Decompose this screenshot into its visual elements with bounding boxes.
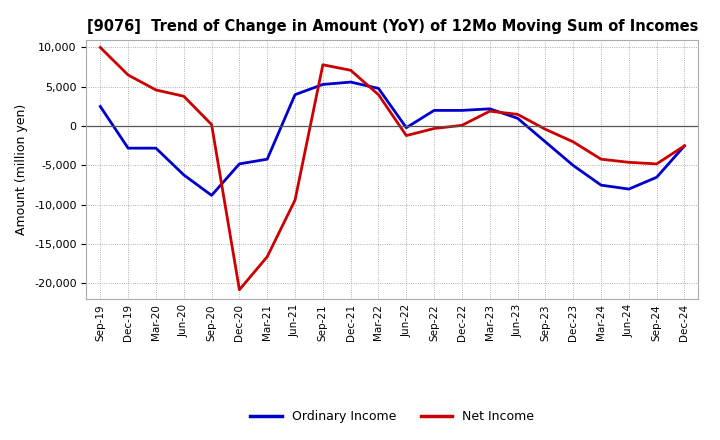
- Ordinary Income: [179, 172, 188, 178]
- Net Income: [291, 198, 300, 203]
- Net Income: [624, 160, 633, 165]
- Net Income: [569, 139, 577, 144]
- Net Income: [541, 127, 550, 132]
- Net Income: [680, 143, 689, 148]
- Net Income: [263, 254, 271, 259]
- Net Income: [152, 87, 161, 92]
- Ordinary Income: [485, 106, 494, 111]
- Net Income: [235, 287, 243, 293]
- Title: [9076]  Trend of Change in Amount (YoY) of 12Mo Moving Sum of Incomes: [9076] Trend of Change in Amount (YoY) o…: [86, 19, 698, 34]
- Net Income: [402, 133, 410, 138]
- Ordinary Income: [652, 175, 661, 180]
- Line: Ordinary Income: Ordinary Income: [100, 82, 685, 195]
- Ordinary Income: [207, 193, 216, 198]
- Ordinary Income: [235, 161, 243, 166]
- Net Income: [430, 126, 438, 131]
- Ordinary Income: [124, 146, 132, 151]
- Ordinary Income: [680, 143, 689, 148]
- Ordinary Income: [374, 86, 383, 91]
- Net Income: [346, 68, 355, 73]
- Net Income: [96, 45, 104, 50]
- Ordinary Income: [318, 82, 327, 87]
- Net Income: [485, 109, 494, 114]
- Net Income: [124, 72, 132, 77]
- Ordinary Income: [346, 80, 355, 85]
- Ordinary Income: [430, 108, 438, 113]
- Ordinary Income: [152, 146, 161, 151]
- Ordinary Income: [569, 163, 577, 168]
- Y-axis label: Amount (million yen): Amount (million yen): [16, 104, 29, 235]
- Net Income: [318, 62, 327, 67]
- Net Income: [207, 122, 216, 127]
- Legend: Ordinary Income, Net Income: Ordinary Income, Net Income: [246, 405, 539, 428]
- Ordinary Income: [597, 183, 606, 188]
- Ordinary Income: [458, 108, 467, 113]
- Net Income: [179, 94, 188, 99]
- Ordinary Income: [513, 116, 522, 121]
- Ordinary Income: [263, 157, 271, 162]
- Ordinary Income: [291, 92, 300, 97]
- Net Income: [374, 92, 383, 97]
- Net Income: [597, 157, 606, 162]
- Ordinary Income: [96, 104, 104, 109]
- Net Income: [458, 123, 467, 128]
- Ordinary Income: [624, 187, 633, 192]
- Line: Net Income: Net Income: [100, 48, 685, 290]
- Ordinary Income: [402, 125, 410, 130]
- Ordinary Income: [541, 139, 550, 144]
- Net Income: [652, 161, 661, 166]
- Net Income: [513, 112, 522, 117]
